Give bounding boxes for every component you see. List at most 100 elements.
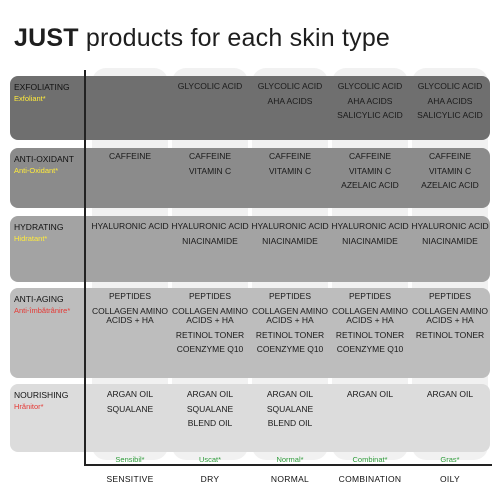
column-translation-sensitive: Sensibil* [115, 455, 145, 464]
ingredient-name: AHA ACIDS [347, 95, 393, 106]
ingredient-name: HYALURONIC ACID [251, 221, 329, 231]
ingredient-name: HYALURONIC ACID [91, 221, 169, 231]
ingredient-cell: PEPTIDES COLLAGEN AMINO ACIDS + HA RETINOL… [250, 291, 330, 360]
column-label-normal: NORMAL [270, 474, 310, 484]
ingredient-name: CAFFEINE [108, 151, 152, 161]
category-anti-oxidant: ANTI-OXIDANT Anti-Oxidant* [14, 154, 84, 176]
ingredient-cell: HYALURONIC ACID NIACINAMIDE [410, 221, 490, 251]
band-hydrating [10, 216, 490, 282]
ingredient-name: AHA ACIDS [267, 95, 313, 106]
ingredient-cell: ARGAN OIL [330, 389, 410, 405]
horizontal-axis-line [84, 464, 492, 466]
ingredient-name: RETINOL TONER [175, 329, 245, 340]
ingredient-cell: CAFFEINE VITAMIN C AZELAIC ACID [330, 151, 410, 196]
ingredient-name: NIACINAMIDE [182, 235, 238, 246]
ingredient-name: CAFFEINE [348, 151, 392, 161]
ingredient-name: CAFFEINE [428, 151, 472, 161]
ingredient-cell: HYALURONIC ACID NIACINAMIDE [330, 221, 410, 251]
ingredient-cell: ARGAN OIL SQUALANE BLEND OIL [170, 389, 250, 434]
ingredient-name: PEPTIDES [108, 291, 152, 301]
ingredient-name: CAFFEINE [188, 151, 232, 161]
ingredient-name: SALICYLIC ACID [337, 110, 403, 120]
ingredient-name: AHA ACIDS [427, 95, 473, 106]
category-name: ANTI-OXIDANT [14, 154, 74, 164]
ingredient-name: HYALURONIC ACID [411, 221, 489, 231]
band-exfoliating [10, 76, 490, 140]
ingredient-cell: ARGAN OIL [410, 389, 490, 405]
column-label-dry: DRY [200, 474, 220, 484]
ingredient-name: COENZYME Q10 [336, 344, 404, 354]
ingredient-cell: PEPTIDES COLLAGEN AMINO ACIDS + HA RETINOL… [410, 291, 490, 345]
ingredient-name: SALICYLIC ACID [417, 110, 483, 120]
ingredient-name: NIACINAMIDE [262, 235, 318, 246]
category-hydrating: HYDRATING Hidratant* [14, 222, 84, 244]
ingredient-name: COLLAGEN AMINO ACIDS + HA [251, 305, 329, 325]
ingredient-cell: CAFFEINE [90, 151, 170, 167]
ingredient-name: COLLAGEN AMINO ACIDS + HA [331, 305, 409, 325]
ingredient-cell: ARGAN OIL SQUALANE BLEND OIL [250, 389, 330, 434]
ingredient-name: COLLAGEN AMINO ACIDS + HA [91, 305, 169, 325]
vertical-axis-line [84, 70, 86, 465]
ingredient-cell: HYALURONIC ACID NIACINAMIDE [170, 221, 250, 251]
ingredient-cell: GLYCOLIC ACID AHA ACIDS SALICYLIC ACID [330, 81, 410, 126]
ingredient-name: RETINOL TONER [415, 329, 485, 340]
ingredient-cell: HYALURONIC ACID [90, 221, 170, 237]
ingredient-name: CAFFEINE [268, 151, 312, 161]
ingredient-cell: CAFFEINE VITAMIN C [170, 151, 250, 181]
ingredient-name: COLLAGEN AMINO ACIDS + HA [411, 305, 489, 325]
ingredient-cell: PEPTIDES COLLAGEN AMINO ACIDS + HA RETINOL… [330, 291, 410, 360]
ingredient-name: AZELAIC ACID [421, 180, 479, 190]
column-label-oily: OILY [440, 474, 460, 484]
ingredient-name: SQUALANE [266, 403, 314, 414]
ingredient-name: RETINOL TONER [255, 329, 325, 340]
column-translation-combination: Combinat* [352, 455, 388, 464]
category-exfoliating: EXFOLIATING Exfoliant* [14, 82, 84, 104]
ingredient-cell: HYALURONIC ACID NIACINAMIDE [250, 221, 330, 251]
ingredient-cell: CAFFEINE VITAMIN C [250, 151, 330, 181]
ingredient-name: RETINOL TONER [335, 329, 405, 340]
band-anti-oxidant [10, 148, 490, 208]
ingredient-name: COENZYME Q10 [256, 344, 324, 354]
ingredient-cell: GLYCOLIC ACID AHA ACIDS [250, 81, 330, 111]
ingredient-name: GLYCOLIC ACID [177, 81, 243, 91]
category-anti-aging: ANTI-AGING Anti-îmbătrânire* [14, 294, 84, 316]
title-brand: JUST [14, 24, 79, 52]
ingredient-name: ARGAN OIL [346, 389, 394, 399]
ingredient-cell: CAFFEINE VITAMIN C AZELAIC ACID [410, 151, 490, 196]
category-nourishing: NOURISHING Hrănitor* [14, 390, 84, 412]
ingredient-name: PEPTIDES [268, 291, 312, 301]
ingredient-name: PEPTIDES [428, 291, 472, 301]
category-translation: Hidratant* [14, 234, 48, 243]
category-name: HYDRATING [14, 222, 64, 232]
ingredient-name: BLEND OIL [267, 418, 313, 428]
ingredient-name: AZELAIC ACID [341, 180, 399, 190]
title-text: products for each skin type [78, 24, 391, 52]
ingredient-name: VITAMIN C [188, 165, 232, 176]
ingredient-name: ARGAN OIL [106, 389, 154, 399]
ingredient-name: HYALURONIC ACID [171, 221, 249, 231]
ingredient-cell: ARGAN OIL SQUALANE [90, 389, 170, 419]
ingredient-cell: GLYCOLIC ACID AHA ACIDS SALICYLIC ACID [410, 81, 490, 126]
category-translation: Exfoliant* [14, 94, 46, 103]
category-name: NOURISHING [14, 390, 69, 400]
band-anti-aging [10, 288, 490, 378]
band-nourishing [10, 384, 490, 452]
column-translation-dry: Uscat* [198, 455, 222, 464]
ingredient-name: GLYCOLIC ACID [417, 81, 483, 91]
ingredient-name: ARGAN OIL [266, 389, 314, 399]
ingredient-name: ARGAN OIL [426, 389, 474, 399]
ingredient-name: NIACINAMIDE [422, 235, 478, 246]
column-label-sensitive: SENSITIVE [106, 474, 154, 484]
ingredient-name: COENZYME Q10 [176, 344, 244, 354]
ingredient-name: SQUALANE [186, 403, 234, 414]
ingredient-name: ARGAN OIL [186, 389, 234, 399]
category-name: ANTI-AGING [14, 294, 64, 304]
ingredient-cell: PEPTIDES COLLAGEN AMINO ACIDS + HA RETINOL… [170, 291, 250, 360]
ingredient-name: PEPTIDES [348, 291, 392, 301]
category-name: EXFOLIATING [14, 82, 70, 92]
ingredient-name: HYALURONIC ACID [331, 221, 409, 231]
ingredient-name: VITAMIN C [268, 165, 312, 176]
ingredient-name: GLYCOLIC ACID [337, 81, 403, 91]
ingredient-name: VITAMIN C [428, 165, 472, 176]
ingredient-name: GLYCOLIC ACID [257, 81, 323, 91]
